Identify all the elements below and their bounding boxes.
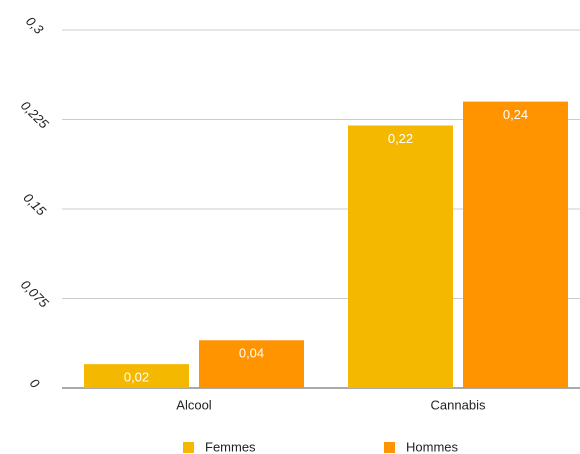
x-tick-label: Alcool: [176, 397, 212, 412]
value-label: 0,04: [239, 346, 264, 361]
legend-swatch: [183, 442, 194, 453]
y-tick-label: 0,225: [18, 98, 52, 132]
value-label: 0,22: [388, 131, 413, 146]
x-tick-label: Cannabis: [431, 397, 486, 412]
bar: [199, 340, 304, 388]
legend-label: Hommes: [406, 439, 459, 454]
bar: [463, 101, 568, 388]
legend-swatch: [384, 442, 395, 453]
y-tick-label: 0: [27, 375, 43, 391]
legend-label: Femmes: [205, 439, 256, 454]
y-tick-label: 0,3: [23, 14, 47, 38]
value-label: 0,02: [124, 370, 149, 385]
value-label: 0,24: [503, 107, 528, 122]
y-tick-label: 0,15: [20, 190, 49, 219]
bar: [348, 125, 453, 388]
y-tick-label: 0,075: [18, 277, 52, 311]
bar: [84, 364, 189, 388]
